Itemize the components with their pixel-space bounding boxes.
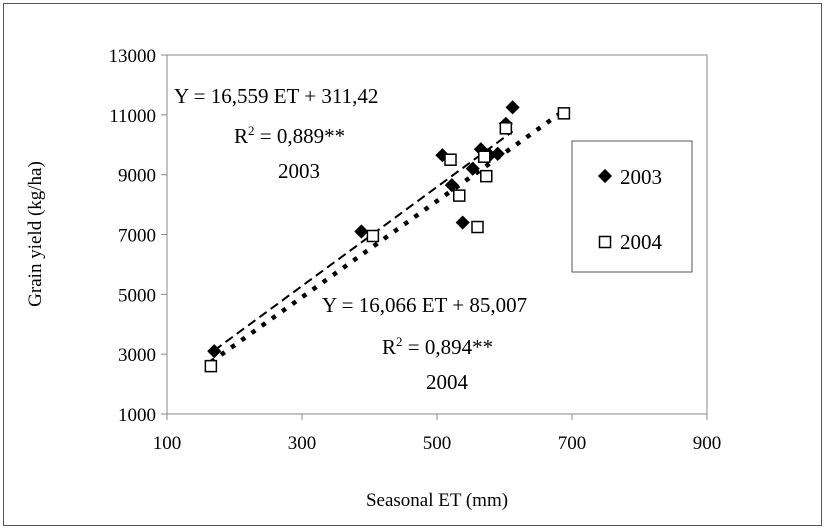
legend-marker-2004	[598, 235, 612, 249]
legend-box	[571, 140, 693, 273]
equation-2003: Y = 16,559 ET + 311,42	[174, 84, 378, 108]
point-2004	[557, 107, 571, 120]
point-2003	[207, 344, 222, 359]
y-tick-label: 7000	[118, 226, 156, 247]
point-2003	[354, 224, 369, 239]
x-tick-label: 300	[288, 433, 317, 454]
y-tick-label: 9000	[118, 166, 156, 187]
point-2003	[455, 215, 470, 230]
r2-2003: R2 = 0,889**	[234, 123, 345, 148]
year-label-2004: 2004	[426, 370, 469, 394]
legend-label-2004: 2004	[620, 230, 663, 254]
x-axis: 100 300 500 700 900	[153, 414, 722, 454]
y-axis: 1000 3000 5000 7000 9000 11000 13000	[109, 46, 167, 426]
legend-marker-2003	[597, 168, 613, 184]
r2-2004: R2 = 0,894**	[382, 334, 493, 359]
r2-2003-value: = 0,889**	[255, 124, 346, 148]
x-tick-label: 900	[693, 433, 722, 454]
r2-2004-value: = 0,894**	[403, 335, 494, 359]
legend-label-2003: 2003	[620, 165, 662, 189]
point-2003	[505, 100, 520, 115]
x-axis-title: Seasonal ET (mm)	[366, 490, 508, 511]
point-2003	[490, 146, 505, 161]
point-2004	[499, 122, 513, 135]
trend-line-2004	[209, 108, 566, 364]
y-tick-label: 13000	[109, 46, 157, 67]
data-points	[204, 100, 571, 373]
equation-2004: Y = 16,066 ET + 85,007	[322, 293, 527, 317]
point-2004	[366, 229, 380, 243]
x-tick-label: 500	[423, 433, 452, 454]
point-2004	[453, 189, 466, 202]
y-axis-title: Grain yield (kg/ha)	[25, 161, 46, 307]
year-label-2003: 2003	[278, 159, 320, 183]
legend: 2003 2004	[571, 140, 693, 273]
x-tick-label: 700	[558, 433, 587, 454]
x-tick-label: 100	[153, 433, 182, 454]
point-2004	[478, 150, 491, 163]
point-2003	[465, 161, 480, 176]
point-2004	[444, 153, 457, 166]
y-tick-label: 11000	[109, 106, 156, 127]
trend-line-2003	[213, 130, 514, 352]
trend-lines	[209, 108, 566, 364]
point-2004	[480, 169, 493, 183]
y-tick-label: 5000	[118, 285, 156, 306]
y-tick-label: 3000	[118, 345, 156, 366]
point-2004	[204, 359, 218, 373]
y-tick-label: 1000	[118, 405, 156, 426]
point-2003	[444, 178, 459, 193]
point-2004	[471, 220, 484, 234]
